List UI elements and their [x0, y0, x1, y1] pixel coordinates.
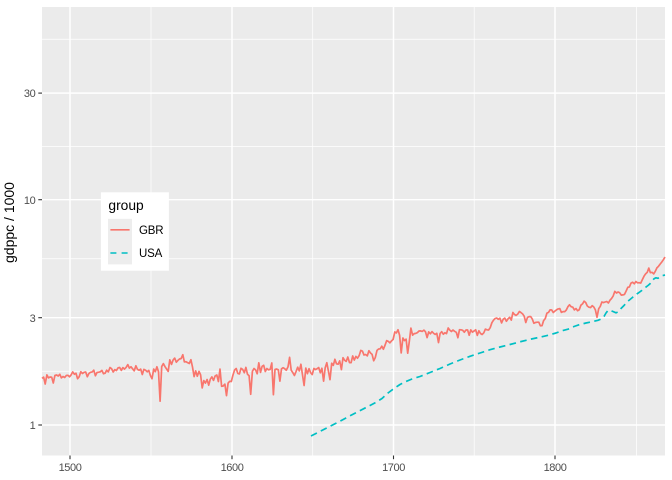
svg-text:10: 10	[24, 195, 36, 207]
svg-text:3: 3	[30, 313, 36, 325]
svg-text:1600: 1600	[221, 462, 244, 474]
svg-text:1800: 1800	[544, 462, 567, 474]
svg-text:USA: USA	[139, 248, 163, 260]
svg-text:1700: 1700	[382, 462, 405, 474]
svg-text:gdppc / 1000: gdppc / 1000	[1, 182, 17, 263]
svg-text:1500: 1500	[59, 462, 82, 474]
svg-text:GBR: GBR	[139, 225, 163, 237]
svg-text:group: group	[108, 198, 144, 213]
svg-text:1: 1	[30, 420, 36, 432]
svg-text:30: 30	[24, 88, 36, 100]
